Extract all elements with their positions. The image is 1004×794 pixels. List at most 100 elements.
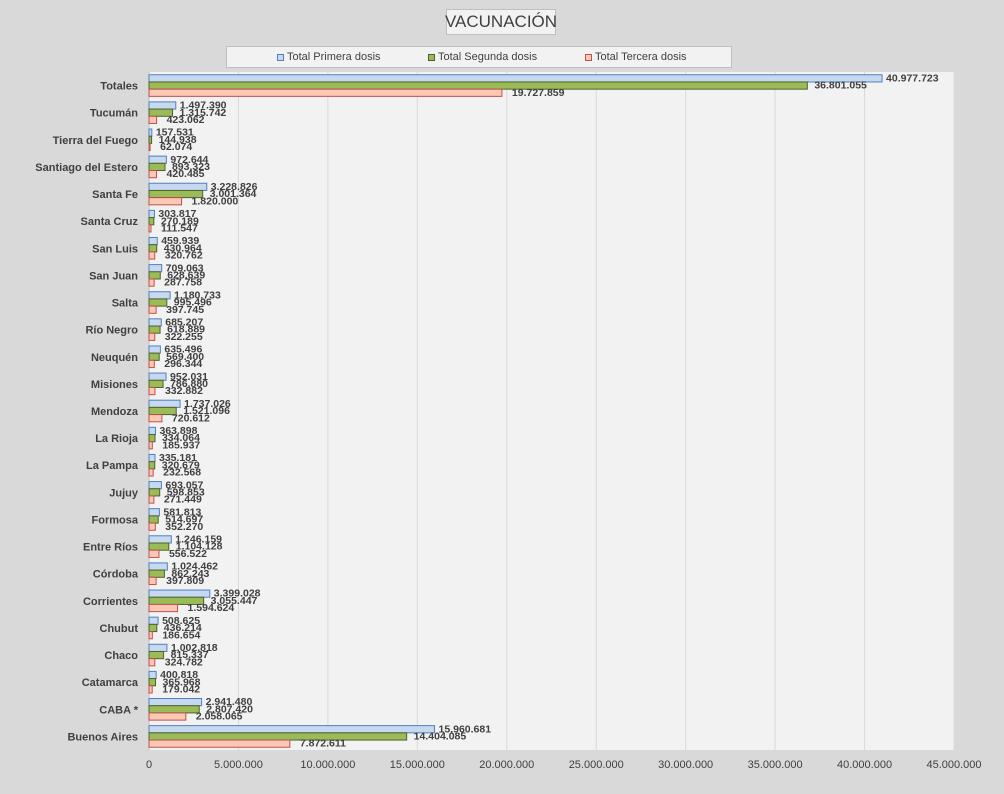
data-label: 335.181 [159,452,197,464]
data-label: 420.485 [167,168,205,180]
bar [148,712,187,721]
data-label: 2.807.420 [206,703,253,715]
category-label: Chaco [104,650,138,662]
bar [148,705,200,714]
bar [148,623,158,633]
data-label: 14.404.085 [414,731,467,743]
category-label: Catamarca [82,677,139,689]
data-label: 1.521.096 [183,405,230,417]
x-tick-label: 45.000.000 [926,759,981,771]
bar [148,305,157,314]
data-label: 1.104.128 [176,541,223,553]
category-label: Santa Cruz [81,216,139,228]
x-tick-label: 5.000.000 [214,759,263,771]
x-tick-label: 35.000.000 [748,759,803,771]
category-label: La Pampa [86,460,139,472]
data-label: 144.938 [159,134,197,146]
category-label: Misiones [91,379,138,391]
bar [148,495,155,504]
data-label: 569.400 [166,351,204,363]
bar [148,576,157,586]
data-label: 296.344 [164,358,202,370]
bar [148,414,163,423]
category-label: Entre Ríos [83,542,138,554]
data-label: 685.207 [165,317,203,329]
data-label: 556.522 [169,548,207,560]
bar [148,352,160,361]
category-label: Tucumán [90,108,138,120]
data-label: 709.063 [166,262,204,274]
legend-label-segunda: Total Segunda dosis [438,51,538,63]
data-label: 363.898 [160,425,198,437]
bar [148,135,153,144]
data-label: 40.977.723 [886,72,939,84]
data-label: 185.937 [162,439,200,451]
bar [148,271,161,280]
category-label: Santiago del Estero [35,162,138,174]
x-tick-label: 25.000.000 [569,759,624,771]
bar [148,278,155,287]
data-label: 1.024.462 [171,561,218,573]
bar [148,170,158,179]
data-label: 36.801.055 [814,80,867,92]
bar [148,128,153,137]
data-label: 581.813 [163,506,201,518]
legend-swatch-primera [277,53,284,61]
data-label: 352.270 [165,521,203,533]
category-label: San Luis [92,243,138,255]
category-label: Formosa [92,514,139,526]
x-tick-label: 20.000.000 [479,759,534,771]
legend-label-primera: Total Primera dosis [287,51,381,63]
bar [148,535,172,544]
data-label: 332.882 [165,385,203,397]
data-label: 3.399.028 [214,588,261,600]
data-label: 179.042 [162,684,200,696]
category-label: Totales [100,81,138,93]
bar [148,244,158,253]
bar [148,650,165,660]
data-label: 1.180.733 [174,289,221,301]
bar [148,508,160,517]
data-label: 2.941.480 [206,696,253,708]
bar [148,224,152,233]
data-label: 598.853 [167,486,205,498]
bar [148,522,156,531]
data-label: 186.654 [162,629,200,641]
data-label: 397.745 [166,304,204,316]
bar [148,108,174,117]
bar [148,698,203,707]
data-label: 862.243 [171,568,209,580]
data-label: 2.058.065 [196,711,243,723]
data-label: 635.496 [164,344,202,356]
bar [148,318,162,327]
plot-area [149,72,954,750]
bar [148,379,164,388]
legend-item-primera: Total Primera dosis [277,51,381,63]
bar [148,616,159,625]
data-label: 3.001.364 [210,188,257,200]
bar [148,488,161,497]
bar [148,549,160,558]
bar [148,345,161,354]
category-label: Río Negro [85,325,138,337]
data-label: 3.228.826 [211,181,258,193]
x-tick-label: 10.000.000 [300,759,355,771]
data-label: 334.064 [162,432,200,444]
bar [148,589,211,598]
chart-legend: Total Primera dosis Total Segunda dosis … [226,46,732,68]
bar [148,142,151,152]
bar [148,658,156,667]
data-label: 508.625 [162,615,200,627]
data-label: 19.727.859 [512,87,565,99]
legend-swatch-tercera [585,53,592,61]
data-label: 1.594.624 [188,602,235,614]
data-label: 320.679 [162,459,200,471]
bar [148,386,156,396]
data-label: 271.449 [164,494,202,506]
data-label: 1.246.159 [175,534,222,546]
data-label: 628.639 [167,270,205,282]
bar [148,434,156,443]
data-label: 320.762 [165,250,203,262]
legend-swatch-segunda [428,53,435,61]
bar [148,162,166,172]
